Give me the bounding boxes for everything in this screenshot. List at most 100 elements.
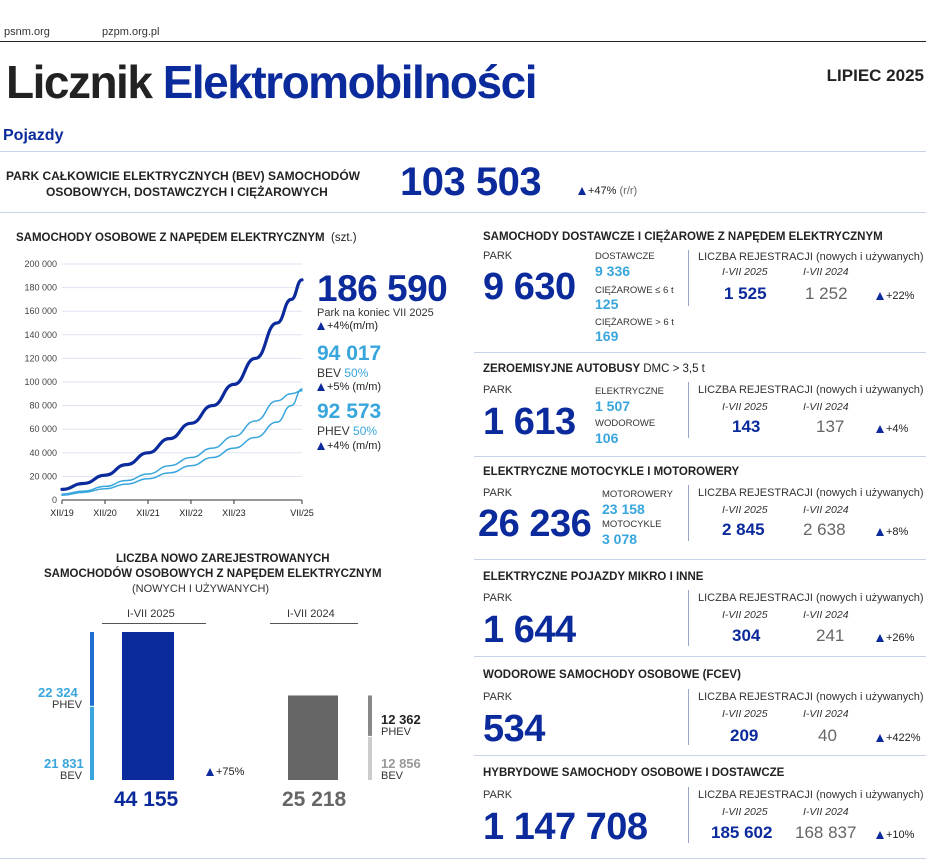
site-link-pzpm[interactable]: pzpm.org.pl	[102, 26, 160, 38]
phev-park-change: +4% (m/m)	[317, 440, 381, 452]
y-tick-label: 180 000	[24, 283, 57, 293]
hybrid-change-value: +10%	[886, 829, 915, 841]
y-tick-label: 200 000	[24, 259, 57, 269]
bar-bev-2025	[90, 706, 94, 780]
passenger-total-value: 186 590	[317, 268, 448, 309]
passenger-chart-title: SAMOCHODY OSOBOWE Z NAPĘDEM ELEKTRYCZNYM…	[16, 232, 357, 244]
period-2025-underline	[102, 623, 206, 624]
vans-park-label: PARK	[483, 250, 513, 262]
y-tick-label: 100 000	[24, 377, 57, 387]
fcev-reg-2025: 209	[730, 726, 759, 745]
passenger-total-change: +4%(m/m)	[317, 320, 378, 332]
y-tick-label: 60 000	[29, 424, 57, 434]
bev-share: 50%	[344, 366, 369, 380]
up-arrow-icon	[317, 322, 325, 330]
buses-title: ZEROEMISYJNE AUTOBUSY DMC > 3,5 t	[483, 363, 705, 375]
buses-sub1-value: 1 507	[595, 398, 631, 414]
period-label: LIPIEC 2025	[826, 66, 924, 85]
y-tick-label: 120 000	[24, 353, 57, 363]
total-2025-value: 44 155	[114, 788, 179, 811]
top-stat-divider	[0, 212, 926, 213]
hybrid-reg-header: LICZBA REJESTRACJI (nowych i używanych)	[698, 789, 924, 801]
header-divider	[0, 41, 926, 42]
top-stat-label-line2: OSOBOWYCH, DOSTAWCZYCH I CIĘŻAROWYCH	[46, 185, 328, 199]
buses-reg-2025: 143	[732, 417, 761, 436]
micro-title: ELEKTRYCZNE POJAZDY MIKRO I INNE	[483, 571, 704, 583]
y-tick-label: 0	[52, 495, 57, 505]
bar-phev-2025	[90, 632, 94, 706]
mm-note: (m/m)	[352, 381, 382, 393]
buses-bottom-divider	[474, 456, 926, 457]
series-line-bev	[61, 388, 303, 497]
vans-change: +22%	[876, 290, 914, 302]
bar-total-2025	[122, 632, 174, 780]
fcev-park-value: 534	[483, 708, 545, 750]
vans-bottom-divider	[474, 352, 926, 353]
up-arrow-icon	[876, 634, 884, 642]
passenger-line-chart: 0 20 000 40 000 60 000 80 000 100 000 120 000 1…	[24, 259, 314, 518]
vans-sub3-label: CIĘŻAROWE > 6 t	[595, 317, 674, 328]
y-tick-label: 160 000	[24, 306, 57, 316]
phev-change-value: +4%	[327, 440, 350, 452]
moto-title: ELEKTRYCZNE MOTOCYKLE I MOTOROWERY	[483, 466, 740, 478]
buses-title-text: ZEROEMISYJNE AUTOBUSY	[483, 363, 640, 375]
top-stat-value: 103 503	[400, 160, 542, 204]
vans-divider	[688, 250, 689, 306]
reg-note: (nowych i używanych)	[815, 691, 924, 703]
fcev-reg-2024: 40	[818, 726, 837, 745]
moto-change-value: +8%	[886, 526, 909, 538]
y-tick-label: 140 000	[24, 330, 57, 340]
top-stat-change: +47% (r/r)	[578, 185, 637, 197]
moto-sub1-label: MOTOROWERY	[602, 489, 673, 500]
top-stat-label-line1: PARK CAŁKOWICIE ELEKTRYCZNYCH (BEV) SAMO…	[6, 169, 360, 183]
total-2024-value: 25 218	[282, 788, 347, 811]
up-arrow-icon	[876, 425, 884, 433]
y-tick-label: 80 000	[29, 401, 57, 411]
bev-change-value: +5%	[327, 381, 350, 393]
up-arrow-icon	[578, 187, 586, 195]
title-part-1: Licznik	[6, 56, 153, 108]
registrations-bar-chart	[90, 632, 372, 780]
y-tick-label: 20 000	[29, 471, 57, 481]
reg-header: LICZBA REJESTRACJI	[698, 251, 813, 263]
buses-reg-header: LICZBA REJESTRACJI (nowych i używanych)	[698, 384, 924, 396]
up-arrow-icon	[206, 768, 214, 776]
site-link-psnm[interactable]: psnm.org	[4, 26, 50, 38]
x-tick-label: XII/22	[179, 508, 203, 518]
hybrid-y2024: I-VII 2024	[803, 806, 849, 818]
phev-2024-label: PHEV	[381, 726, 411, 738]
phev-2025-label: PHEV	[52, 699, 82, 711]
micro-bottom-divider	[474, 656, 926, 657]
fcev-reg-header: LICZBA REJESTRACJI (nowych i używanych)	[698, 691, 924, 703]
bev-2024-label: BEV	[381, 770, 404, 782]
section-divider	[0, 151, 926, 152]
hybrid-park-value: 1 147 708	[483, 806, 648, 848]
reg-note: (nowych i używanych)	[815, 487, 924, 499]
bev-2025-label: BEV	[60, 770, 83, 782]
series-line-phev	[61, 390, 303, 495]
micro-park-value: 1 644	[483, 609, 576, 651]
micro-change: +26%	[876, 632, 914, 644]
series-line-total	[60, 278, 304, 491]
passenger-total-note: Park na koniec VII 2025	[317, 307, 434, 319]
mm-note: (m/m)	[349, 320, 379, 332]
micro-y2025: I-VII 2025	[722, 609, 768, 621]
hybrid-y2025: I-VII 2025	[722, 806, 768, 818]
top-stat-change-value: +47%	[588, 185, 617, 197]
x-tick-label: VII/25	[290, 508, 314, 518]
fcev-title: WODOROWE SAMOCHODY OSOBOWE (FCEV)	[483, 669, 741, 681]
y-tick-label: 40 000	[29, 448, 57, 458]
fcev-bottom-divider	[474, 755, 926, 756]
buses-sub1-label: ELEKTRYCZNE	[595, 386, 664, 397]
bar-bev-2024	[368, 736, 372, 780]
vans-y2024: I-VII 2024	[803, 266, 849, 278]
vans-title: SAMOCHODY DOSTAWCZE I CIĘŻAROWE Z NAPĘDE…	[483, 231, 883, 243]
moto-y2024: I-VII 2024	[803, 504, 849, 516]
title-part-2: Elektromobilności	[162, 56, 538, 108]
bev-2025-value: 21 831	[44, 756, 84, 771]
micro-divider	[688, 590, 689, 646]
moto-reg-2024: 2 638	[803, 520, 846, 539]
moto-reg-2025: 2 845	[722, 520, 765, 539]
buses-reg-2024: 137	[816, 417, 845, 436]
registrations-title-line2: SAMOCHODÓW OSOBOWYCH Z NAPĘDEM ELEKTRYCZ…	[44, 568, 382, 580]
